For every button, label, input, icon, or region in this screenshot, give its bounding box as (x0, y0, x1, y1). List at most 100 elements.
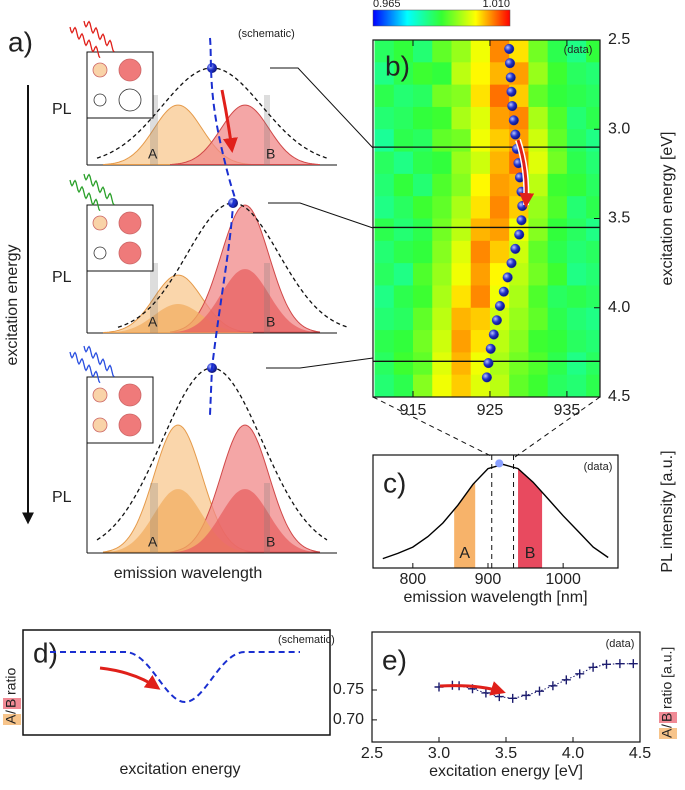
heat-cell (528, 173, 549, 197)
heat-cell (374, 307, 395, 331)
heatmap (374, 40, 600, 397)
heat-cell (470, 62, 491, 86)
heat-cell (470, 263, 491, 286)
heat-cell (374, 151, 395, 175)
strip (150, 95, 158, 165)
x-tick-label: 3.0 (428, 745, 450, 762)
heat-cell (528, 40, 549, 63)
peak-dot (514, 229, 525, 240)
heat-cell (393, 285, 414, 309)
heat-cell (547, 263, 568, 286)
ratio-sep: / (3, 710, 19, 714)
heat-cell (413, 307, 433, 331)
heat-cell (489, 173, 510, 197)
y-label: PL (52, 101, 72, 118)
heat-cell (566, 129, 587, 153)
heat-cell (451, 62, 472, 86)
heat-cell (586, 240, 600, 264)
x-tick-label: 935 (554, 402, 581, 419)
heat-cell (547, 352, 568, 376)
x-tick-label: 4.0 (562, 745, 584, 762)
dot (118, 88, 142, 112)
peak-dot (498, 286, 509, 297)
peak-dot (510, 129, 521, 140)
peak-dot (483, 358, 494, 369)
x-tick-label: 3.5 (495, 745, 517, 762)
photon (83, 345, 115, 378)
x-tick-label: 2.5 (361, 745, 383, 762)
peak-trace (209, 37, 236, 416)
strip (150, 483, 158, 553)
heat-cell (566, 84, 587, 108)
heat-cell (566, 40, 587, 63)
frame (371, 631, 641, 743)
connector (266, 357, 374, 369)
peak-dot (207, 63, 217, 73)
heat-cell (451, 151, 472, 175)
heat-cell (509, 307, 529, 331)
heat-cell (489, 352, 510, 376)
peak-label: A (148, 146, 158, 162)
dot (92, 62, 108, 78)
connector (372, 396, 494, 458)
heat-cell (509, 352, 529, 376)
heat-cell (470, 106, 491, 130)
marker (535, 686, 544, 696)
peak-dot (494, 300, 505, 311)
photon (69, 179, 101, 212)
y-label-b: B (659, 713, 675, 722)
heat-cell (586, 173, 600, 197)
marker (575, 669, 585, 679)
heat-cell (451, 106, 472, 130)
x-tick-label: 915 (400, 402, 427, 419)
heat-cell (489, 374, 510, 397)
heat-cell (374, 196, 395, 219)
x-label: emission wavelength (114, 565, 263, 582)
heat-cell (566, 62, 587, 86)
y-label-sep: / (659, 724, 675, 728)
x-tick-label: 900 (475, 571, 502, 588)
y-label: PL (52, 269, 72, 286)
heat-cell (489, 196, 510, 219)
heat-cell (470, 40, 491, 63)
heat-cell (393, 240, 414, 264)
heat-cell (393, 84, 414, 108)
connector (268, 202, 374, 229)
heat-cell (374, 330, 395, 353)
marker (615, 659, 625, 669)
heat-cell (413, 285, 433, 309)
heat-cell (413, 352, 433, 376)
heat-cell (528, 151, 549, 175)
heat-cell (547, 40, 568, 63)
y-label-text: ratio [a.u.] (659, 647, 675, 709)
heat-cell (566, 263, 587, 286)
heat-cell (566, 330, 587, 353)
heat-cell (509, 263, 529, 286)
heat-cell (586, 374, 600, 397)
marker (602, 659, 611, 669)
dot (92, 417, 108, 433)
peak-dot (504, 43, 515, 54)
heat-cell (528, 374, 549, 397)
peak-dot (507, 101, 518, 112)
dot (118, 383, 142, 407)
frame (372, 454, 619, 569)
peak-label: A (148, 314, 158, 330)
strip (264, 95, 270, 165)
heat-cell (374, 40, 395, 63)
heat-cell (413, 218, 433, 242)
dot (118, 58, 142, 82)
heat-cell (432, 84, 452, 108)
heat-cell (393, 62, 414, 86)
panel-label: a) (8, 26, 33, 57)
heat-cell (566, 285, 587, 309)
heat-cell (413, 129, 433, 153)
photon (83, 20, 115, 53)
peak-area (170, 269, 320, 333)
heat-cell (451, 218, 472, 242)
heat-cell (413, 106, 433, 130)
x-label: excitation energy [eV] (429, 763, 583, 780)
heat-cell (470, 240, 491, 264)
heat-cell (374, 173, 395, 197)
heat-cell (489, 129, 510, 153)
